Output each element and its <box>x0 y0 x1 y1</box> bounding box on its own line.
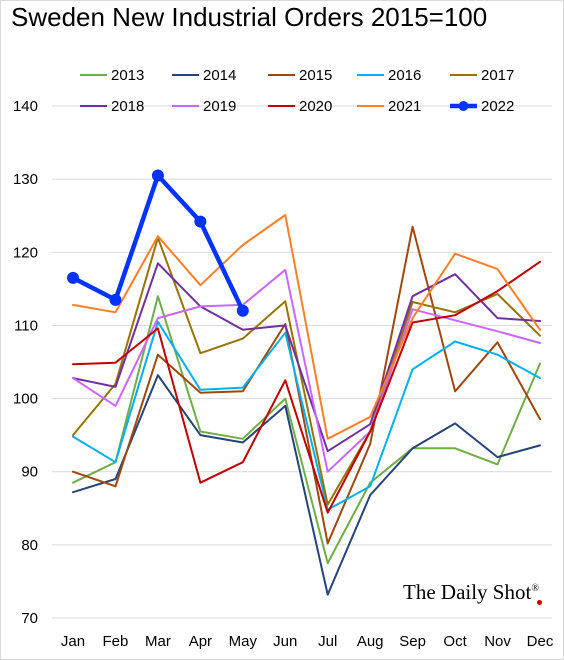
x-tick-label: Feb <box>103 633 129 650</box>
y-tick-label: 80 <box>21 537 38 554</box>
legend-item-2022: 2022 <box>450 98 514 115</box>
x-tick-label: May <box>229 633 258 650</box>
series-line-2014 <box>72 374 541 596</box>
series-2013 <box>72 295 541 565</box>
x-tick-label: Jul <box>318 633 337 650</box>
series-lines <box>67 169 541 596</box>
watermark-logo: The Daily Shot® <box>403 580 539 605</box>
y-tick-label: 100 <box>13 391 38 408</box>
legend-item-2019: 2019 <box>172 98 236 115</box>
legend: 2013 2014 2015 2016 2017 2018 2019 2020 2021 2022 <box>80 67 514 115</box>
legend-label: 2013 <box>111 67 144 84</box>
legend-label: 2018 <box>111 98 144 115</box>
legend-label: 2014 <box>203 67 236 84</box>
x-axis-ticks: Jan Feb Mar Apr May Jun Jul Aug Sep Oct Nov Dec <box>61 633 554 650</box>
watermark-mark: ® <box>531 583 539 594</box>
x-tick-label: Oct <box>443 633 467 650</box>
legend-marker <box>458 101 469 111</box>
x-tick-label: Mar <box>145 633 171 650</box>
series-2020 <box>72 260 541 514</box>
data-point-2022 <box>194 215 207 228</box>
x-tick-label: Aug <box>357 633 384 650</box>
x-tick-label: Jun <box>273 633 297 650</box>
series-line-2017 <box>72 236 541 506</box>
legend-item-2015: 2015 <box>268 67 332 84</box>
x-tick-label: Apr <box>189 633 212 650</box>
series-line-2022 <box>70 173 246 314</box>
series-line-2018 <box>72 262 541 453</box>
y-tick-label: 130 <box>13 171 38 188</box>
legend-item-2021: 2021 <box>357 98 421 115</box>
legend-label: 2019 <box>203 98 236 115</box>
legend-label: 2021 <box>388 98 421 115</box>
series-line-2013 <box>72 295 541 565</box>
series-2016 <box>72 320 541 511</box>
data-point-2022 <box>109 293 122 306</box>
legend-label: 2017 <box>481 67 514 84</box>
y-tick-label: 90 <box>21 464 38 481</box>
y-tick-label: 110 <box>14 317 38 334</box>
legend-item-2018: 2018 <box>80 98 144 115</box>
y-tick-label: 70 <box>21 610 38 627</box>
data-point-2022 <box>236 304 249 317</box>
legend-item-2014: 2014 <box>172 67 236 84</box>
series-line-2015 <box>72 225 541 545</box>
y-axis-ticks: 70 80 90 100 110 120 130 140 <box>13 98 38 627</box>
legend-label: 2015 <box>299 67 332 84</box>
x-tick-label: Nov <box>484 633 511 650</box>
series-line-2020 <box>72 260 541 514</box>
data-point-2022 <box>151 169 164 182</box>
series-2022 <box>67 169 249 317</box>
legend-label: 2020 <box>299 98 332 115</box>
data-point-2022 <box>67 271 79 284</box>
series-2021 <box>72 214 541 440</box>
watermark-dot <box>537 600 542 605</box>
series-2017 <box>72 236 541 506</box>
y-tick-label: 140 <box>13 98 38 115</box>
series-line-2021 <box>72 214 541 440</box>
series-2018 <box>72 262 541 453</box>
watermark-text: The Daily Shot <box>403 580 532 604</box>
series-line-2016 <box>72 320 541 511</box>
x-tick-label: Jan <box>61 633 85 650</box>
legend-label: 2022 <box>481 98 514 115</box>
series-2019 <box>72 268 541 473</box>
series-line-2019 <box>72 268 541 473</box>
legend-item-2016: 2016 <box>357 67 421 84</box>
series-2015 <box>72 225 541 545</box>
x-tick-label: Sep <box>399 633 426 650</box>
legend-item-2020: 2020 <box>268 98 332 115</box>
series-2014 <box>72 374 541 596</box>
legend-item-2017: 2017 <box>450 67 514 84</box>
legend-label: 2016 <box>388 67 421 84</box>
grid-lines <box>52 105 552 619</box>
y-tick-label: 120 <box>13 244 38 261</box>
chart-title: Sweden New Industrial Orders 2015=100 <box>11 2 488 32</box>
legend-item-2013: 2013 <box>80 67 144 84</box>
x-tick-label: Dec <box>527 633 554 650</box>
